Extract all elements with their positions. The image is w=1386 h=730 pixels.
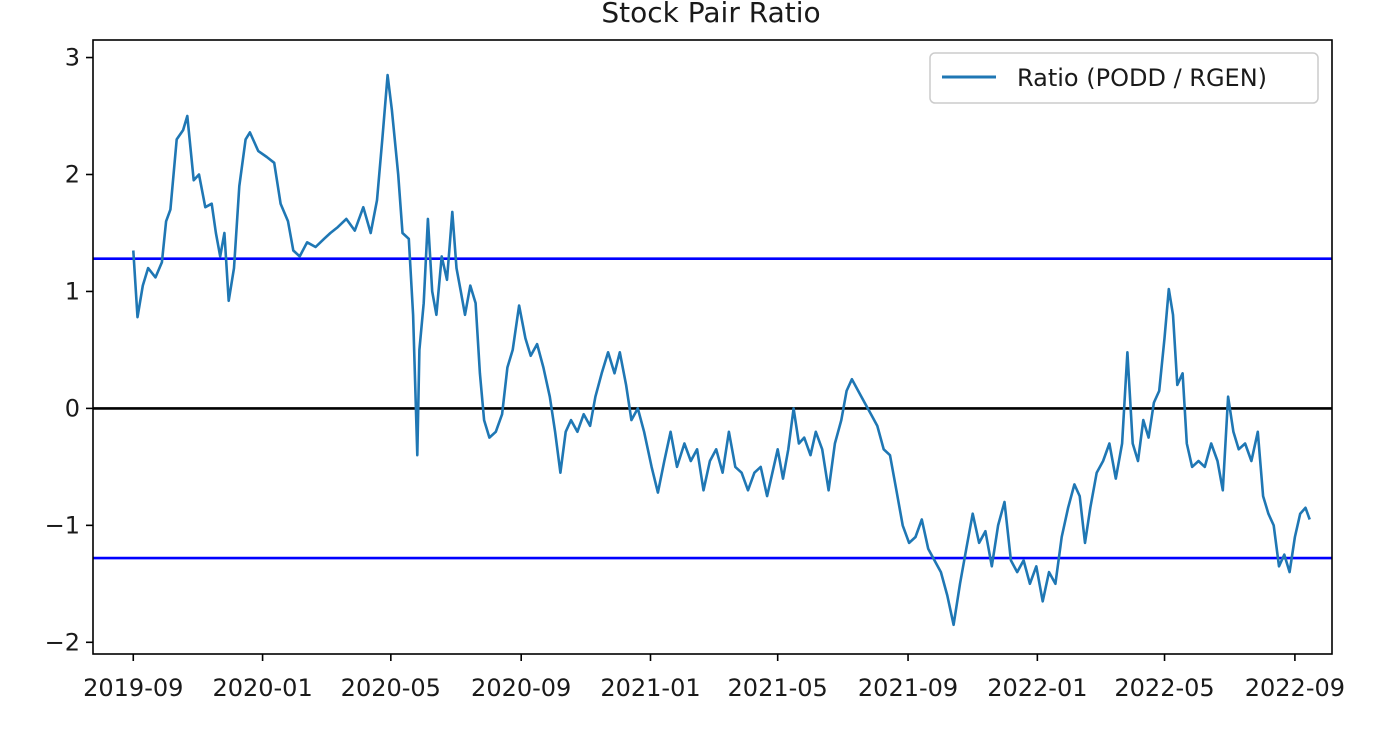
y-tick-label: 2: [65, 160, 80, 188]
y-tick-label: −2: [45, 628, 80, 656]
legend: Ratio (PODD / RGEN): [929, 52, 1319, 104]
series-line: [132, 73, 1311, 627]
y-tick-label: 0: [65, 394, 80, 422]
x-tick-label: 2019-09: [83, 674, 183, 702]
series-layer: [132, 73, 1311, 627]
chart-title: Stock Pair Ratio: [601, 0, 820, 29]
x-tick-label: 2021-01: [600, 674, 700, 702]
y-tick-label: −1: [45, 511, 80, 539]
x-tick-label: 2021-05: [728, 674, 828, 702]
x-tick-label: 2020-09: [471, 674, 571, 702]
x-tick-label: 2020-05: [341, 674, 441, 702]
x-tick-label: 2020-01: [212, 674, 312, 702]
y-tick-label: 1: [65, 277, 80, 305]
legend-label: Ratio (PODD / RGEN): [1017, 64, 1267, 92]
y-tick-label: 3: [65, 44, 80, 72]
plot-frame: [92, 39, 1333, 655]
legend-box: [929, 52, 1319, 104]
x-tick-label: 2021-09: [858, 674, 958, 702]
y-axis: 3 2 1 0 −1 −2: [45, 44, 93, 656]
x-axis: 2019-09 2020-01 2020-05 2020-09 2021-01 2021-…: [83, 654, 1345, 702]
x-tick-label: 2022-05: [1114, 674, 1214, 702]
x-tick-label: 2022-01: [987, 674, 1087, 702]
reference-lines: [93, 257, 1332, 560]
x-tick-label: 2022-09: [1245, 674, 1345, 702]
